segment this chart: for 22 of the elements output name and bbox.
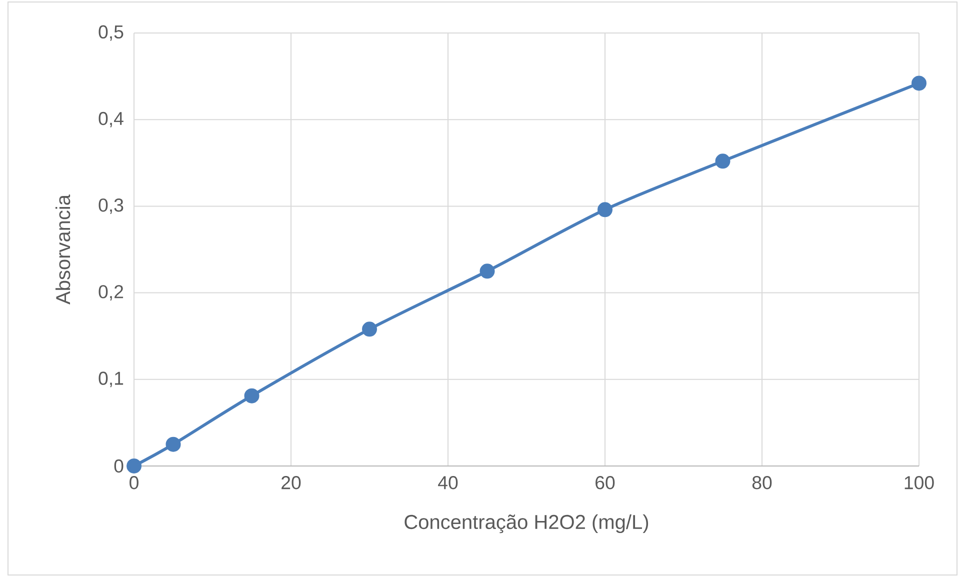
point	[480, 264, 495, 279]
y-tick-label: 0,5	[98, 25, 124, 41]
x-tick-label: 20	[282, 476, 301, 490]
point	[598, 202, 613, 218]
y-tick-label: 0,1	[98, 372, 124, 388]
y-axis-title: Absorvancia	[56, 194, 70, 304]
x-axis-title: Concentração H2O2 (mg/L)	[404, 514, 648, 534]
x-tick-label: 0	[130, 476, 138, 490]
y-tick-label: 0	[114, 459, 124, 473]
point	[126, 458, 142, 474]
y-tick-label: 0,4	[98, 112, 124, 128]
x-tick-label: 40	[438, 476, 458, 490]
x-tick-label: 80	[752, 476, 772, 490]
point	[912, 76, 926, 91]
y-tick-label: 0,2	[98, 285, 124, 300]
point	[244, 388, 260, 404]
y-tick-label: 0,3	[98, 198, 124, 214]
x-tick-label: 100	[904, 476, 934, 490]
point	[715, 154, 730, 169]
x-tick-label: 60	[596, 476, 615, 490]
point	[166, 436, 181, 452]
point	[362, 322, 378, 337]
